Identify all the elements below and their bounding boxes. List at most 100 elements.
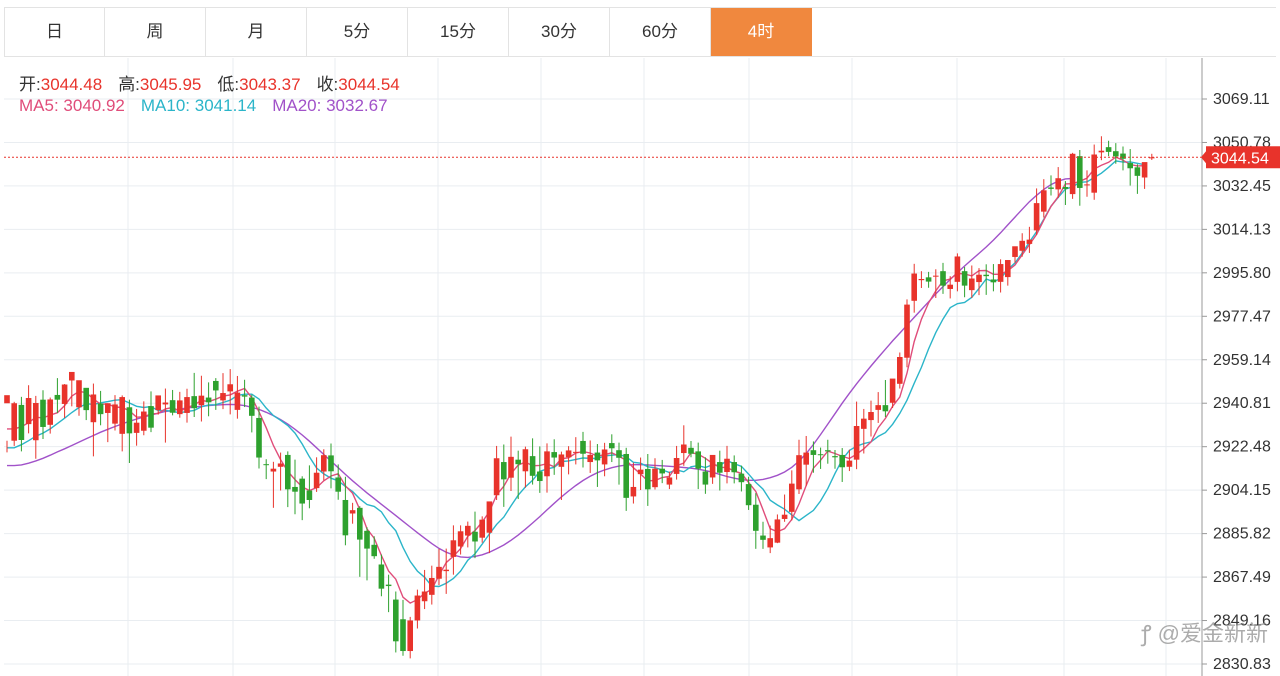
candle-body	[1127, 163, 1133, 168]
candle-body	[494, 458, 500, 495]
candle-body	[343, 500, 349, 535]
candle-body	[933, 276, 939, 277]
candle-body	[631, 487, 637, 496]
candle-body	[83, 388, 89, 410]
candle-body	[537, 472, 543, 481]
candle-body	[321, 455, 327, 471]
y-tick-label: 2959.14	[1213, 352, 1271, 369]
candle-body	[839, 455, 845, 467]
candle-body	[105, 403, 111, 413]
candle-body	[451, 540, 457, 557]
candle-body	[155, 395, 161, 410]
candle-body	[235, 393, 241, 410]
candle-body	[998, 264, 1004, 282]
close-value: 3044.54	[338, 75, 399, 94]
y-tick-label: 2995.80	[1213, 265, 1271, 282]
candle-body	[1019, 241, 1025, 251]
candle-body	[731, 462, 737, 472]
y-tick-label: 3069.11	[1213, 91, 1270, 108]
candle-body	[602, 449, 608, 464]
candle-body	[508, 457, 514, 478]
candle-body	[1142, 162, 1148, 177]
y-tick-label: 2885.82	[1213, 526, 1271, 543]
candle-body	[587, 455, 593, 462]
candle-body	[573, 452, 579, 453]
low-value: 3043.37	[239, 75, 300, 94]
candle-body	[400, 619, 406, 651]
candle-body	[386, 585, 392, 586]
candle-body	[55, 395, 61, 400]
candle-body	[1070, 154, 1076, 194]
candle-body	[47, 399, 53, 424]
candle-body	[429, 578, 435, 595]
candle-body	[465, 526, 471, 536]
candle-body	[278, 463, 284, 466]
candle-body	[983, 275, 989, 276]
candle-body	[775, 519, 781, 542]
candle-body	[681, 445, 687, 454]
candle-body	[364, 531, 370, 549]
candle-body	[256, 418, 262, 458]
candle-body	[695, 451, 701, 468]
candle-body	[112, 404, 118, 423]
candle-body	[249, 398, 255, 416]
ma5-line	[7, 157, 1145, 603]
candle-body	[148, 406, 154, 428]
candle-body	[1099, 151, 1105, 153]
candle-body	[955, 256, 961, 281]
candle-body	[76, 380, 82, 407]
candle-body	[33, 403, 39, 440]
candle-body	[285, 455, 291, 489]
candle-body	[962, 271, 968, 285]
candle-body	[472, 532, 478, 542]
candle-body	[523, 449, 529, 471]
candle-body	[415, 596, 421, 621]
candle-body	[1091, 155, 1097, 193]
candle-body	[292, 487, 298, 492]
y-tick-label: 2830.83	[1213, 656, 1271, 673]
candle-body	[1063, 187, 1069, 189]
current-price-label: 3044.54	[1211, 150, 1269, 167]
candle-body	[854, 426, 860, 460]
candle-body	[163, 403, 169, 405]
candle-body	[847, 461, 853, 467]
candle-body	[206, 398, 212, 403]
candle-body	[1048, 187, 1054, 188]
candle-body	[919, 279, 925, 280]
candle-body	[299, 479, 305, 504]
high-value: 3045.95	[140, 75, 201, 94]
candle-body	[379, 564, 385, 588]
candle-body	[4, 395, 10, 403]
candle-body	[753, 505, 759, 531]
candle-body	[1041, 190, 1047, 211]
candle-body	[551, 452, 557, 457]
open-label: 开:	[19, 75, 41, 94]
candle-body	[191, 396, 197, 408]
candle-body	[904, 305, 910, 358]
candle-body	[357, 508, 363, 540]
candle-body	[40, 400, 46, 427]
candle-body	[1034, 203, 1040, 230]
ma10-label: MA10:	[141, 96, 190, 115]
candle-body	[1012, 246, 1018, 257]
candle-body	[688, 448, 694, 454]
candle-body	[703, 472, 709, 485]
low-label: 低:	[217, 75, 239, 94]
candle-body	[796, 455, 802, 489]
candle-body	[1077, 156, 1083, 188]
candle-body	[1084, 184, 1090, 185]
candle-body	[213, 381, 219, 390]
candle-body	[767, 538, 773, 547]
candle-body	[667, 477, 673, 484]
candle-body	[242, 395, 248, 396]
candle-body	[271, 469, 277, 472]
candle-body	[184, 397, 190, 413]
candle-body	[897, 357, 903, 384]
candle-body	[739, 474, 745, 483]
y-tick-label: 2977.47	[1213, 308, 1271, 325]
candle-body	[98, 403, 104, 414]
ma10-line	[7, 161, 1145, 587]
candle-body	[479, 520, 485, 538]
watermark: ꝭ @爱金新新	[1141, 616, 1268, 648]
candle-body	[422, 592, 428, 602]
